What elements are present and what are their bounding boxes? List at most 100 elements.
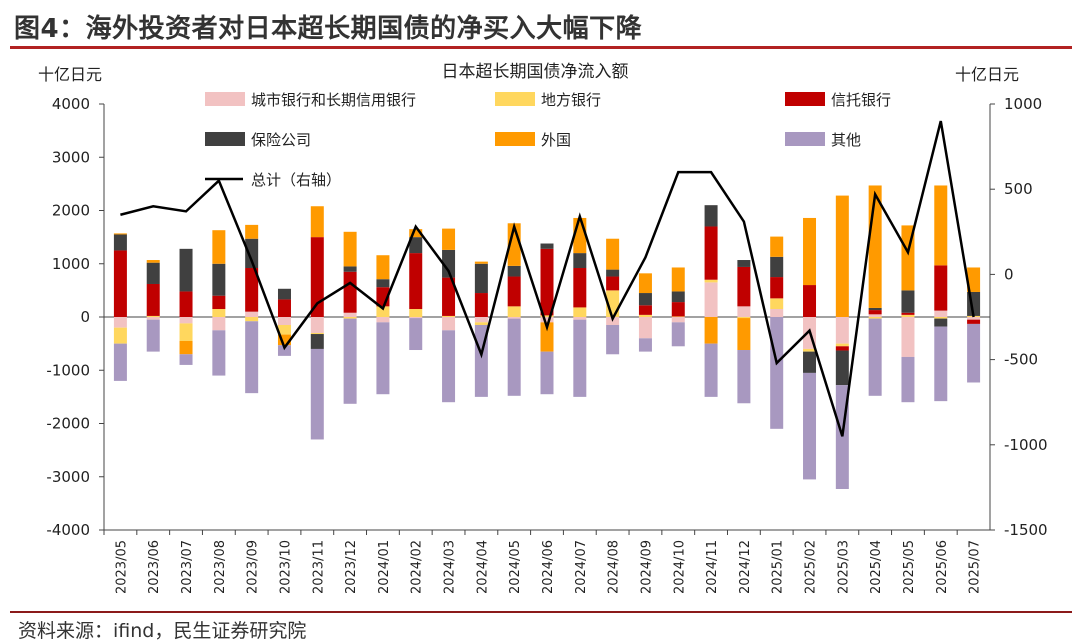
x-tick-label: 2025/01 xyxy=(771,540,786,594)
x-tick-label: 2023/10 xyxy=(278,540,293,594)
x-tick-label: 2023/07 xyxy=(180,540,195,594)
bar-segment xyxy=(606,324,620,355)
bar-segment xyxy=(113,327,127,344)
x-tick-label: 2025/04 xyxy=(869,540,884,594)
left-tick-label: -3000 xyxy=(46,468,90,486)
bar-segment xyxy=(409,317,423,319)
legend-label: 地方银行 xyxy=(541,91,601,109)
bar-segment xyxy=(474,322,488,325)
bar-segment xyxy=(573,319,587,397)
bar-segment xyxy=(179,340,193,355)
x-tick-label: 2024/10 xyxy=(672,540,687,594)
bar-segment xyxy=(835,195,849,317)
bar-segment xyxy=(540,322,554,352)
bar-segment xyxy=(803,348,817,352)
bar-segment xyxy=(343,317,357,319)
bar-segment xyxy=(540,315,554,317)
bar-segment xyxy=(573,307,587,317)
left-tick-label: -1000 xyxy=(46,361,90,379)
bar-segment xyxy=(442,330,456,403)
bar-segment xyxy=(704,317,718,344)
legend-label: 保险公司 xyxy=(251,131,311,149)
bar-segment xyxy=(245,224,259,239)
bar-segment xyxy=(737,317,751,319)
bar-segment xyxy=(343,271,357,313)
bar-segment xyxy=(638,305,652,315)
bar-segment xyxy=(671,267,685,292)
bar-segment xyxy=(245,317,259,322)
bar-segment xyxy=(310,334,324,349)
bar-segment xyxy=(934,265,948,311)
bar-segment xyxy=(638,314,652,317)
left-tick-label: 1000 xyxy=(52,255,90,273)
x-tick-label: 2024/01 xyxy=(377,540,392,594)
bar-segment xyxy=(442,249,456,278)
bar-segment xyxy=(901,290,915,313)
bar-segment xyxy=(179,291,193,317)
bar-segment xyxy=(835,317,849,344)
x-tick-label: 2023/12 xyxy=(344,540,359,594)
bar-segment xyxy=(376,306,390,317)
left-tick-label: 2000 xyxy=(52,202,90,220)
bar-segment xyxy=(212,230,226,264)
bar-segment xyxy=(310,206,324,238)
bar-segment xyxy=(474,317,488,323)
bar-segment xyxy=(737,260,751,267)
bottom-rule xyxy=(10,611,1072,613)
bar-segment xyxy=(671,302,685,317)
x-tick-label: 2025/02 xyxy=(804,540,819,594)
bar-segment xyxy=(146,315,160,317)
bar-segment xyxy=(277,334,291,346)
x-tick-label: 2024/05 xyxy=(508,540,523,594)
legend-swatch xyxy=(205,92,245,106)
bar-segment xyxy=(671,316,685,317)
bar-segment xyxy=(737,266,751,307)
bar-segment xyxy=(343,231,357,267)
left-tick-label: 3000 xyxy=(52,148,90,166)
bar-segment xyxy=(868,314,882,317)
bar-segment xyxy=(638,317,652,339)
bar-segment xyxy=(934,185,948,266)
bar-segment xyxy=(737,318,751,351)
bar-segment xyxy=(671,291,685,303)
bar-segment xyxy=(573,317,587,320)
x-tick-label: 2023/08 xyxy=(213,540,228,594)
bar-segment xyxy=(737,350,751,404)
bar-segment xyxy=(835,343,849,347)
bar-segment xyxy=(245,268,259,312)
bar-segment xyxy=(474,293,488,317)
bar-segment xyxy=(277,317,291,325)
bar-segment xyxy=(146,283,160,316)
bar-segment xyxy=(868,310,882,315)
bar-segment xyxy=(277,345,291,356)
bar-segment xyxy=(442,317,456,331)
bar-segment xyxy=(507,317,521,319)
bar-segment xyxy=(113,234,127,251)
legend-label: 其他 xyxy=(831,131,861,149)
bar-segment xyxy=(704,226,718,280)
bar-segment xyxy=(507,306,521,317)
bar-segment xyxy=(573,268,587,308)
bar-segment xyxy=(704,205,718,227)
bar-segment xyxy=(540,248,554,316)
bar-segment xyxy=(967,267,981,292)
bar-segment xyxy=(606,238,620,270)
bar-segment xyxy=(507,276,521,307)
x-tick-label: 2025/03 xyxy=(836,540,851,594)
x-tick-label: 2024/03 xyxy=(443,540,458,594)
bar-segment xyxy=(868,317,882,319)
bar-segment xyxy=(245,311,259,317)
bar-segment xyxy=(638,338,652,352)
bar-segment xyxy=(770,309,784,317)
bar-segment xyxy=(113,343,127,381)
legend-swatch xyxy=(495,92,535,106)
x-tick-label: 2024/02 xyxy=(410,540,425,594)
bar-segment xyxy=(442,277,456,316)
bar-segment xyxy=(310,317,324,333)
bar-segment xyxy=(901,314,915,317)
bar-segment xyxy=(409,237,423,254)
x-tick-label: 2024/08 xyxy=(607,540,622,594)
x-tick-label: 2025/05 xyxy=(902,540,917,594)
source-note: 资料来源：ifind，民生证券研究院 xyxy=(18,620,307,642)
bar-segment xyxy=(770,298,784,310)
